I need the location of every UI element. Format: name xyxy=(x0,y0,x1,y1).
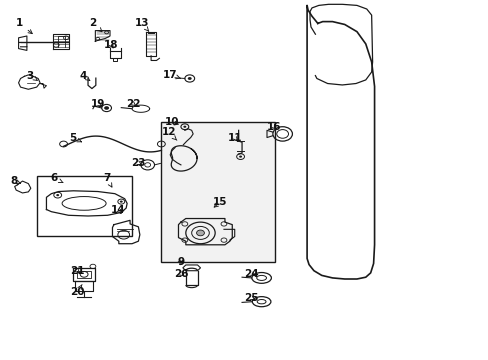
Text: 25: 25 xyxy=(244,293,259,303)
Text: 15: 15 xyxy=(212,197,227,207)
Text: 3: 3 xyxy=(27,71,37,81)
Text: 5: 5 xyxy=(69,132,81,143)
Bar xyxy=(37,176,132,236)
Text: 1: 1 xyxy=(16,18,32,33)
Text: 4: 4 xyxy=(79,71,90,81)
Circle shape xyxy=(120,201,122,203)
Text: 2: 2 xyxy=(89,18,102,32)
Circle shape xyxy=(56,194,59,196)
Text: 18: 18 xyxy=(104,40,119,50)
Text: 26: 26 xyxy=(173,269,188,279)
Text: 17: 17 xyxy=(163,70,180,80)
Circle shape xyxy=(183,126,186,128)
Text: 6: 6 xyxy=(50,173,63,183)
Text: 16: 16 xyxy=(266,122,281,132)
Text: 11: 11 xyxy=(227,132,242,143)
Text: 10: 10 xyxy=(164,117,179,127)
Circle shape xyxy=(239,156,242,158)
Text: 20: 20 xyxy=(70,284,84,297)
Text: 7: 7 xyxy=(102,173,112,187)
Text: 9: 9 xyxy=(177,257,184,267)
Circle shape xyxy=(196,230,204,236)
Text: 23: 23 xyxy=(130,158,145,168)
Bar xyxy=(161,122,274,262)
Text: 21: 21 xyxy=(70,266,84,276)
Text: 22: 22 xyxy=(125,99,140,109)
Text: 19: 19 xyxy=(90,99,105,109)
Text: 8: 8 xyxy=(10,176,20,186)
Text: 13: 13 xyxy=(134,18,149,31)
Text: 14: 14 xyxy=(111,204,125,215)
Circle shape xyxy=(187,77,191,80)
Circle shape xyxy=(104,106,109,110)
Text: 24: 24 xyxy=(244,269,259,279)
Text: 12: 12 xyxy=(161,127,177,140)
